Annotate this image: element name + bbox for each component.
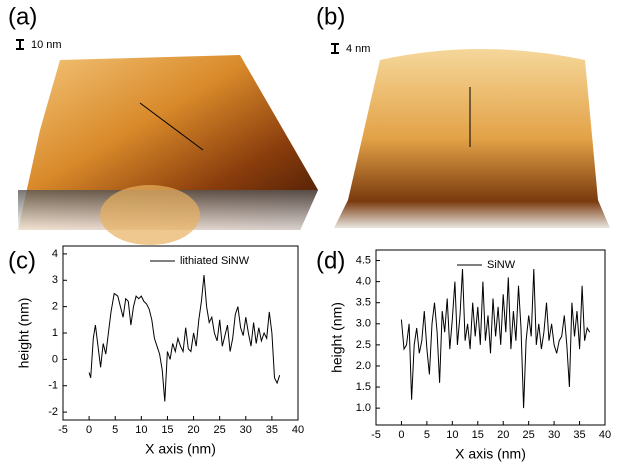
x-tick-label: 0 xyxy=(398,429,404,441)
y-tick-label: 4 xyxy=(52,248,58,260)
afm-image-a xyxy=(18,55,318,245)
x-tick-label: 30 xyxy=(548,429,560,441)
y-axis-title: height (nm) xyxy=(16,298,32,369)
y-tick-label: -1 xyxy=(48,380,58,392)
x-tick-label: -5 xyxy=(58,424,68,436)
x-axis-title: X axis (nm) xyxy=(145,441,216,457)
y-tick-label: 2 xyxy=(52,301,58,313)
x-tick-label: 5 xyxy=(424,429,430,441)
scale-bar xyxy=(16,39,24,50)
panel-label: (b) xyxy=(316,3,345,30)
legend-label: SiNW xyxy=(487,259,516,271)
x-tick-label: 35 xyxy=(266,424,278,436)
axes-frame xyxy=(375,249,606,426)
x-tick-label: 20 xyxy=(187,424,199,436)
x-tick-label: 15 xyxy=(472,429,484,441)
y-tick-label: 2.0 xyxy=(356,360,371,372)
x-axis-title: X axis (nm) xyxy=(455,446,526,462)
y-tick-label: 1.5 xyxy=(356,381,371,393)
legend-label: lithiated SiNW xyxy=(180,255,250,267)
afm-image-b xyxy=(334,49,610,228)
x-tick-label: 25 xyxy=(523,429,535,441)
x-tick-label: 10 xyxy=(135,424,147,436)
y-tick-label: 1 xyxy=(52,327,58,339)
panel-label: (a) xyxy=(8,3,37,30)
y-axis-title: height (nm) xyxy=(329,302,345,373)
y-tick-label: 1.0 xyxy=(356,402,371,414)
x-tick-label: 0 xyxy=(86,424,92,436)
x-tick-label: 40 xyxy=(599,429,611,441)
panel-label: (d) xyxy=(316,247,345,274)
x-tick-label: 5 xyxy=(112,424,118,436)
x-tick-label: 25 xyxy=(214,424,226,436)
y-tick-label: 3 xyxy=(52,274,58,286)
y-tick-label: 3.0 xyxy=(356,318,371,330)
y-tick-label: 4.0 xyxy=(356,276,371,288)
y-tick-label: 3.5 xyxy=(356,297,371,309)
scale-bar-label: 4 nm xyxy=(346,43,370,55)
scale-bar-label: 10 nm xyxy=(31,39,62,51)
y-tick-label: -2 xyxy=(48,406,58,418)
x-tick-label: -5 xyxy=(371,429,381,441)
scale-bar xyxy=(331,43,339,54)
y-tick-label: 2.5 xyxy=(356,339,371,351)
data-line xyxy=(88,274,281,402)
x-tick-label: 10 xyxy=(446,429,458,441)
panel-label: (c) xyxy=(8,247,36,274)
axes-frame xyxy=(62,245,299,421)
y-tick-label: 0 xyxy=(52,353,58,365)
x-tick-label: 40 xyxy=(292,424,304,436)
x-tick-label: 35 xyxy=(573,429,585,441)
x-tick-label: 20 xyxy=(497,429,509,441)
data-line xyxy=(400,268,591,409)
y-tick-label: 4.5 xyxy=(356,254,371,266)
x-tick-label: 30 xyxy=(240,424,252,436)
x-tick-label: 15 xyxy=(161,424,173,436)
